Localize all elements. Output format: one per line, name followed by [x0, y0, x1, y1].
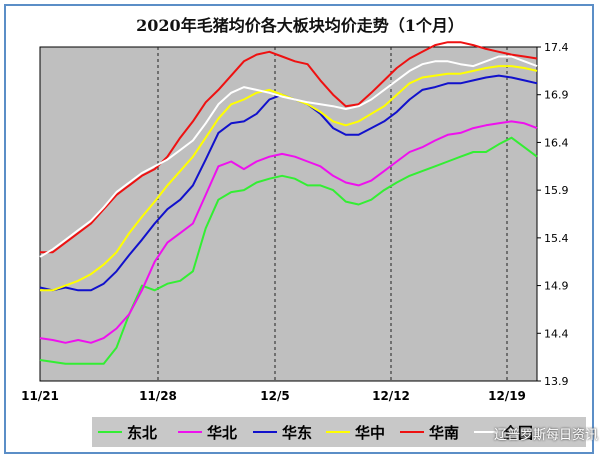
legend-label: 华北 [207, 424, 237, 442]
legend-label: 华东 [282, 424, 312, 442]
y-tick-label: 14.9 [544, 280, 569, 293]
y-tick-label: 14.4 [544, 327, 569, 340]
legend-label: 全国 [502, 424, 533, 442]
series-line-5 [39, 55, 538, 258]
x-tick-label: 11/28 [139, 389, 177, 403]
x-tick-label: 12/19 [488, 389, 526, 403]
watermark-text: 辽普罗斯每日资讯 [493, 428, 598, 443]
y-tick-label: 15.9 [544, 184, 569, 197]
legend-label: 华南 [429, 424, 459, 442]
legend-label: 东北 [127, 424, 157, 442]
y-tick-label: 16.4 [544, 136, 569, 149]
x-tick-label: 11/21 [21, 389, 59, 403]
series-line-4 [40, 41, 538, 254]
series-line-1 [39, 120, 538, 344]
y-tick-label: 16.9 [544, 89, 569, 102]
plot-area [39, 46, 538, 382]
legend-label: 华中 [355, 424, 385, 442]
y-tick-label: 15.4 [544, 232, 569, 245]
y-tick-label: 13.9 [544, 375, 569, 388]
series-line-0 [39, 136, 538, 365]
x-tick-label: 12/5 [260, 389, 289, 403]
chart-title: 2020年毛猪均价各大板块均价走势（1个月） [136, 16, 464, 35]
y-tick-label: 17.4 [544, 41, 569, 54]
x-tick-label: 12/12 [372, 389, 410, 403]
